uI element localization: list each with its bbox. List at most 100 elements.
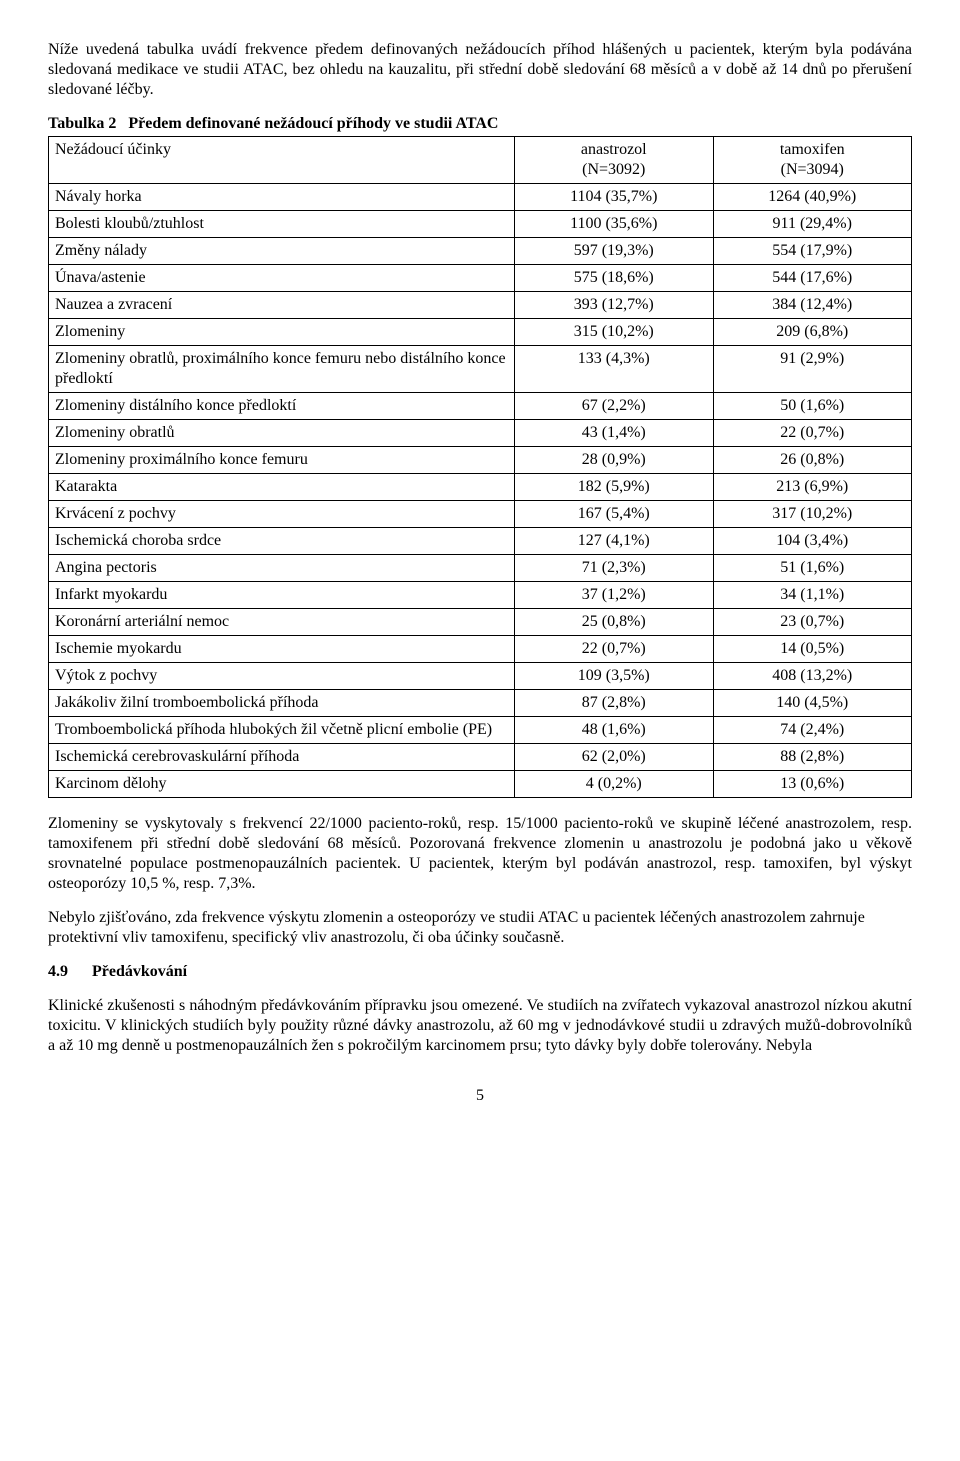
cell-anastrozol: 1104 (35,7%) — [515, 184, 713, 211]
table-row: Karcinom dělohy4 (0,2%)13 (0,6%) — [49, 771, 912, 798]
cell-label: Tromboembolická příhoda hlubokých žil vč… — [49, 717, 515, 744]
cell-anastrozol: 62 (2,0%) — [515, 744, 713, 771]
table-row: Katarakta182 (5,9%)213 (6,9%) — [49, 474, 912, 501]
table-header-a: Nežádoucí účinky — [49, 137, 515, 184]
table-header-b: anastrozol (N=3092) — [515, 137, 713, 184]
table-row: Angina pectoris71 (2,3%)51 (1,6%) — [49, 555, 912, 582]
cell-tamoxifen: 91 (2,9%) — [713, 346, 912, 393]
cell-anastrozol: 597 (19,3%) — [515, 238, 713, 265]
cell-anastrozol: 67 (2,2%) — [515, 393, 713, 420]
cell-label: Karcinom dělohy — [49, 771, 515, 798]
table-row: Ischemie myokardu22 (0,7%)14 (0,5%) — [49, 636, 912, 663]
cell-tamoxifen: 140 (4,5%) — [713, 690, 912, 717]
cell-anastrozol: 1100 (35,6%) — [515, 211, 713, 238]
paragraph-3: Nebylo zjišťováno, zda frekvence výskytu… — [48, 908, 912, 948]
table-header-row: Nežádoucí účinky anastrozol (N=3092) tam… — [49, 137, 912, 184]
cell-label: Zlomeniny proximálního konce femuru — [49, 447, 515, 474]
cell-tamoxifen: 26 (0,8%) — [713, 447, 912, 474]
cell-tamoxifen: 554 (17,9%) — [713, 238, 912, 265]
cell-anastrozol: 43 (1,4%) — [515, 420, 713, 447]
cell-anastrozol: 71 (2,3%) — [515, 555, 713, 582]
cell-label: Zlomeniny obratlů — [49, 420, 515, 447]
cell-tamoxifen: 209 (6,8%) — [713, 319, 912, 346]
cell-label: Bolesti kloubů/ztuhlost — [49, 211, 515, 238]
cell-tamoxifen: 23 (0,7%) — [713, 609, 912, 636]
cell-anastrozol: 22 (0,7%) — [515, 636, 713, 663]
cell-tamoxifen: 22 (0,7%) — [713, 420, 912, 447]
table-caption: Tabulka 2 Předem definované nežádoucí př… — [48, 114, 912, 134]
table-row: Bolesti kloubů/ztuhlost1100 (35,6%)911 (… — [49, 211, 912, 238]
cell-anastrozol: 167 (5,4%) — [515, 501, 713, 528]
cell-anastrozol: 127 (4,1%) — [515, 528, 713, 555]
cell-label: Zlomeniny — [49, 319, 515, 346]
table-row: Ischemická cerebrovaskulární příhoda62 (… — [49, 744, 912, 771]
table-row: Zlomeniny proximálního konce femuru28 (0… — [49, 447, 912, 474]
cell-anastrozol: 4 (0,2%) — [515, 771, 713, 798]
cell-tamoxifen: 104 (3,4%) — [713, 528, 912, 555]
cell-tamoxifen: 408 (13,2%) — [713, 663, 912, 690]
section-title: Předávkování — [92, 963, 187, 980]
table-row: Zlomeniny315 (10,2%)209 (6,8%) — [49, 319, 912, 346]
cell-tamoxifen: 74 (2,4%) — [713, 717, 912, 744]
cell-tamoxifen: 544 (17,6%) — [713, 265, 912, 292]
table-row: Jakákoliv žilní tromboembolická příhoda8… — [49, 690, 912, 717]
table-row: Krvácení z pochvy167 (5,4%)317 (10,2%) — [49, 501, 912, 528]
cell-anastrozol: 48 (1,6%) — [515, 717, 713, 744]
cell-label: Ischemická cerebrovaskulární příhoda — [49, 744, 515, 771]
cell-anastrozol: 315 (10,2%) — [515, 319, 713, 346]
cell-anastrozol: 133 (4,3%) — [515, 346, 713, 393]
table-row: Výtok z pochvy109 (3,5%)408 (13,2%) — [49, 663, 912, 690]
adverse-events-table: Nežádoucí účinky anastrozol (N=3092) tam… — [48, 136, 912, 798]
cell-label: Únava/astenie — [49, 265, 515, 292]
table-row: Zlomeniny obratlů43 (1,4%)22 (0,7%) — [49, 420, 912, 447]
cell-label: Ischemie myokardu — [49, 636, 515, 663]
cell-tamoxifen: 384 (12,4%) — [713, 292, 912, 319]
table-row: Koronární arteriální nemoc25 (0,8%)23 (0… — [49, 609, 912, 636]
cell-label: Zlomeniny distálního konce předloktí — [49, 393, 515, 420]
header-c-line2: (N=3094) — [781, 161, 844, 178]
intro-paragraph: Níže uvedená tabulka uvádí frekvence pře… — [48, 40, 912, 100]
cell-anastrozol: 109 (3,5%) — [515, 663, 713, 690]
cell-label: Výtok z pochvy — [49, 663, 515, 690]
cell-label: Krvácení z pochvy — [49, 501, 515, 528]
cell-tamoxifen: 51 (1,6%) — [713, 555, 912, 582]
cell-anastrozol: 25 (0,8%) — [515, 609, 713, 636]
cell-anastrozol: 575 (18,6%) — [515, 265, 713, 292]
cell-label: Zlomeniny obratlů, proximálního konce fe… — [49, 346, 515, 393]
cell-label: Jakákoliv žilní tromboembolická příhoda — [49, 690, 515, 717]
table-caption-rest: Předem definované nežádoucí příhody ve s… — [128, 115, 498, 132]
cell-anastrozol: 182 (5,9%) — [515, 474, 713, 501]
cell-label: Koronární arteriální nemoc — [49, 609, 515, 636]
cell-tamoxifen: 13 (0,6%) — [713, 771, 912, 798]
cell-label: Změny nálady — [49, 238, 515, 265]
cell-tamoxifen: 50 (1,6%) — [713, 393, 912, 420]
cell-tamoxifen: 317 (10,2%) — [713, 501, 912, 528]
table-row: Ischemická choroba srdce127 (4,1%)104 (3… — [49, 528, 912, 555]
table-row: Zlomeniny obratlů, proximálního konce fe… — [49, 346, 912, 393]
cell-label: Katarakta — [49, 474, 515, 501]
header-b-line2: (N=3092) — [582, 161, 645, 178]
cell-label: Angina pectoris — [49, 555, 515, 582]
paragraph-2: Zlomeniny se vyskytovaly s frekvencí 22/… — [48, 814, 912, 894]
table-header-c: tamoxifen (N=3094) — [713, 137, 912, 184]
section-heading: 4.9 Předávkování — [48, 962, 912, 982]
cell-label: Ischemická choroba srdce — [49, 528, 515, 555]
cell-tamoxifen: 1264 (40,9%) — [713, 184, 912, 211]
cell-anastrozol: 37 (1,2%) — [515, 582, 713, 609]
header-c-line1: tamoxifen — [780, 141, 845, 158]
table-caption-prefix: Tabulka 2 — [48, 115, 116, 132]
table-row: Tromboembolická příhoda hlubokých žil vč… — [49, 717, 912, 744]
table-row: Zlomeniny distálního konce předloktí67 (… — [49, 393, 912, 420]
header-b-line1: anastrozol — [581, 141, 647, 158]
table-row: Změny nálady597 (19,3%)554 (17,9%) — [49, 238, 912, 265]
cell-anastrozol: 28 (0,9%) — [515, 447, 713, 474]
paragraph-4: Klinické zkušenosti s náhodným předávkov… — [48, 996, 912, 1056]
table-row: Infarkt myokardu37 (1,2%)34 (1,1%) — [49, 582, 912, 609]
cell-tamoxifen: 911 (29,4%) — [713, 211, 912, 238]
table-row: Únava/astenie575 (18,6%)544 (17,6%) — [49, 265, 912, 292]
section-number: 4.9 — [48, 962, 68, 982]
cell-label: Návaly horka — [49, 184, 515, 211]
cell-tamoxifen: 213 (6,9%) — [713, 474, 912, 501]
cell-tamoxifen: 34 (1,1%) — [713, 582, 912, 609]
page-number: 5 — [48, 1086, 912, 1106]
